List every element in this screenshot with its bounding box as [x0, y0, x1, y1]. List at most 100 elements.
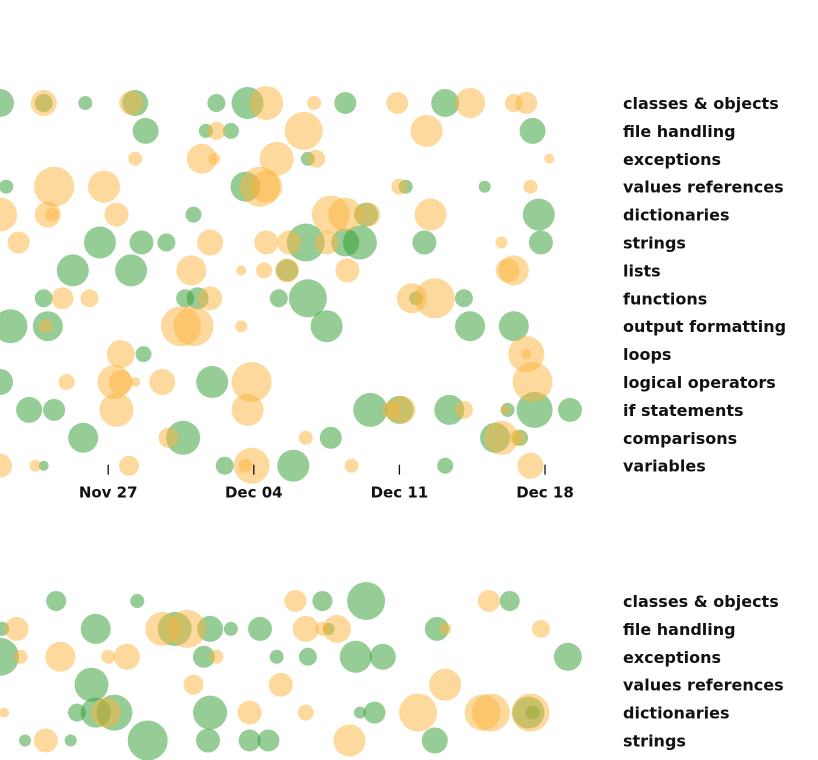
orange-bubble — [250, 170, 283, 203]
orange-bubble — [510, 429, 526, 446]
orange-bubble — [30, 90, 57, 116]
orange-bubble — [356, 202, 381, 227]
green-bubble — [16, 396, 43, 423]
orange-bubble — [237, 700, 262, 725]
green-bubble — [347, 582, 386, 620]
green-bubble — [342, 225, 377, 260]
orange-bubble — [249, 86, 284, 120]
orange-bubble — [235, 320, 248, 333]
green-bubble — [56, 254, 89, 287]
green-bubble — [222, 122, 239, 139]
green-bubble — [369, 643, 396, 670]
orange-bubble — [307, 149, 326, 168]
green-bubble — [434, 394, 465, 425]
orange-bubble — [495, 236, 508, 249]
orange-bubble — [168, 609, 207, 648]
orange-bubble — [108, 370, 133, 394]
green-bubble — [192, 645, 215, 668]
orange-bubble — [34, 166, 75, 207]
x-tick-label: Dec 11 — [371, 484, 429, 502]
topic-label: loops — [623, 345, 671, 364]
topic-label: exceptions — [623, 648, 721, 667]
orange-bubble — [186, 143, 217, 174]
green-bubble — [157, 233, 176, 252]
orange-bubble — [523, 179, 538, 194]
orange-bubble — [113, 643, 140, 670]
orange-bubble — [399, 693, 438, 732]
orange-bubble — [477, 590, 500, 612]
green-bubble — [431, 89, 460, 117]
orange-bubble — [45, 207, 59, 222]
orange-bubble — [183, 674, 204, 695]
green-bubble — [312, 591, 333, 611]
orange-bubble — [128, 151, 143, 166]
green-bubble — [498, 311, 529, 342]
green-bubble — [455, 311, 486, 342]
green-bubble — [437, 457, 454, 474]
green-bubble — [83, 226, 116, 259]
topic-label: logical operators — [623, 373, 776, 392]
topic-label: output formatting — [623, 317, 786, 336]
green-bubble — [38, 460, 49, 471]
green-bubble — [522, 198, 555, 231]
green-bubble — [130, 594, 145, 608]
x-tick-label: Dec 04 — [225, 484, 283, 502]
orange-bubble — [130, 377, 141, 387]
orange-bubble — [414, 198, 447, 231]
orange-bubble — [231, 393, 264, 426]
orange-bubble — [292, 615, 319, 642]
orange-bubble — [335, 258, 360, 283]
green-bubble — [353, 392, 388, 427]
orange-bubble — [387, 395, 416, 424]
green-bubble — [339, 640, 372, 673]
green-bubble — [185, 206, 202, 223]
topic-label: classes & objects — [623, 94, 779, 113]
topic-label: values references — [623, 676, 784, 695]
orange-bubble — [119, 455, 139, 476]
green-bubble — [34, 289, 53, 308]
topic-label: comparisons — [623, 429, 737, 448]
chart-panel-bottom: classes & objects file handling exceptions… — [0, 582, 784, 760]
green-bubble — [421, 727, 448, 754]
orange-bubble — [439, 622, 452, 635]
topic-label: classes & objects — [623, 592, 779, 611]
orange-bubble — [7, 231, 30, 254]
green-bubble — [277, 449, 310, 482]
orange-bubble — [323, 614, 351, 643]
green-bubble — [412, 230, 437, 255]
green-bubble — [19, 734, 31, 747]
topic-label: strings — [623, 732, 686, 751]
green-bubble — [269, 649, 284, 664]
orange-bubble — [0, 197, 17, 232]
green-bubble — [499, 591, 520, 611]
orange-bubble — [333, 724, 366, 757]
x-tick-label: Dec 18 — [516, 484, 574, 502]
orange-bubble — [80, 289, 99, 308]
topic-label: variables — [623, 457, 706, 476]
green-bubble — [0, 309, 28, 344]
green-bubble — [132, 117, 159, 144]
green-bubble — [46, 591, 67, 611]
green-bubble — [310, 310, 343, 343]
orange-bubble — [38, 319, 53, 334]
orange-bubble — [33, 728, 58, 753]
orange-bubble — [391, 178, 408, 195]
orange-bubble — [119, 91, 144, 115]
orange-bubble — [314, 230, 339, 255]
green-bubble — [207, 94, 226, 112]
green-bubble — [319, 426, 342, 449]
green-bubble — [129, 230, 154, 255]
orange-bubble — [410, 114, 443, 147]
green-bubble — [196, 366, 229, 398]
x-tick-label: Nov 27 — [79, 484, 138, 502]
topic-label: exceptions — [623, 150, 721, 169]
orange-bubble — [13, 649, 28, 664]
topic-labels: classes & objects file handling exceptions… — [623, 592, 784, 751]
orange-bubble — [500, 404, 511, 415]
topic-label: dictionaries — [623, 206, 729, 225]
chart-panel-top: Nov 27 Dec 04 Dec 11 Dec 18 classes & objec… — [0, 86, 786, 502]
orange-bubble — [268, 672, 293, 697]
orange-bubble — [275, 258, 300, 283]
orange-bubble — [233, 447, 270, 484]
green-bubble — [78, 96, 93, 110]
